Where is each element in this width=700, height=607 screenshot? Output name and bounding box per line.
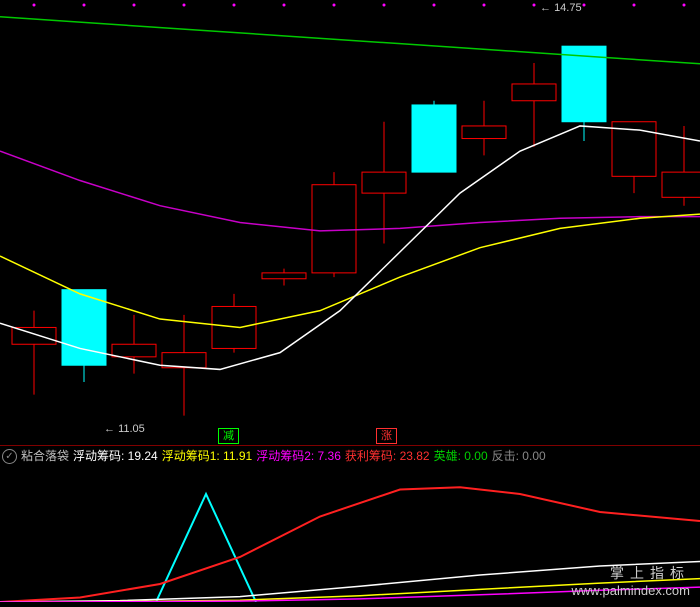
high-price-label: ← 14.75 bbox=[540, 2, 582, 14]
info-item: 反击: 0.00 bbox=[492, 449, 546, 463]
main-chart-svg bbox=[0, 0, 700, 445]
tag-rise: 涨 bbox=[376, 428, 397, 444]
info-item: 浮动筹码2: 7.36 bbox=[256, 449, 341, 463]
indicator-info-bar: ✓ 粘合落袋浮动筹码: 19.24 浮动筹码1: 11.91 浮动筹码2: 7.36 获… bbox=[0, 445, 700, 467]
info-item: 获利筹码: 23.82 bbox=[345, 449, 430, 463]
main-candlestick-chart[interactable]: ← 14.75 ← 11.05 减 涨 bbox=[0, 0, 700, 446]
check-icon: ✓ bbox=[2, 449, 17, 464]
sub-chart-svg bbox=[0, 467, 700, 602]
info-item: 粘合落袋 bbox=[21, 449, 69, 463]
info-item: 英雄: 0.00 bbox=[434, 449, 488, 463]
sub-indicator-chart[interactable]: 掌上指标 www.palmindex.com bbox=[0, 467, 700, 602]
info-item: 浮动筹码: 19.24 bbox=[73, 449, 158, 463]
info-item: 浮动筹码1: 11.91 bbox=[162, 449, 252, 463]
tag-reduce: 减 bbox=[218, 428, 239, 444]
low-price-label: ← 11.05 bbox=[104, 423, 145, 435]
